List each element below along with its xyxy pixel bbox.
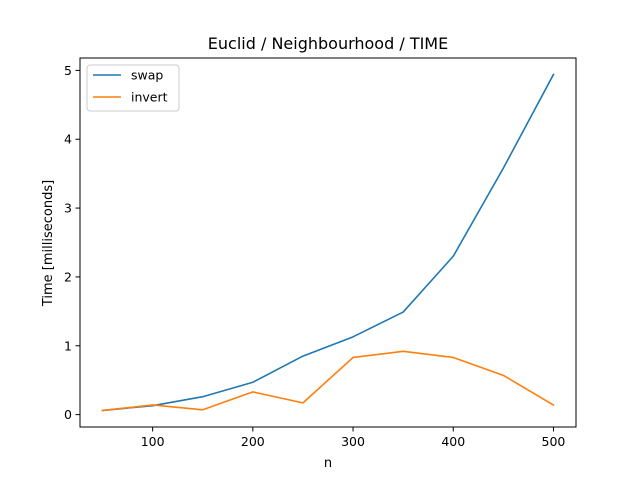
- y-tick-label: 5: [64, 63, 72, 78]
- x-axis-label: n: [324, 456, 332, 471]
- x-tick-label: 300: [341, 434, 365, 449]
- x-tick-label: 200: [241, 434, 265, 449]
- series-line-invert: [101, 350, 555, 412]
- y-tick-label: 4: [64, 132, 72, 147]
- legend: swap invert: [86, 64, 180, 112]
- x-tick-label: 400: [441, 434, 465, 449]
- chart-title: Euclid / Neighbourhood / TIME: [208, 34, 448, 53]
- y-tick-label: 2: [64, 269, 72, 284]
- y-tick-label: 0: [64, 407, 72, 422]
- y-tick-label: 3: [64, 201, 72, 216]
- legend-label-swap: swap: [131, 68, 163, 83]
- legend-box: [86, 64, 180, 112]
- axis-ticks: 100 200 300 400 500 0 1 2 3 4 5: [64, 63, 565, 449]
- series-line-swap: [101, 73, 555, 412]
- y-axis-label: Time [milliseconds]: [41, 180, 56, 307]
- plot-area: [79, 57, 577, 428]
- legend-label-invert: invert: [131, 90, 168, 105]
- x-tick-label: 100: [141, 434, 165, 449]
- plot-frame: [79, 57, 577, 428]
- series-lines: [101, 73, 555, 412]
- x-tick-label: 500: [542, 434, 566, 449]
- y-tick-label: 1: [64, 338, 72, 353]
